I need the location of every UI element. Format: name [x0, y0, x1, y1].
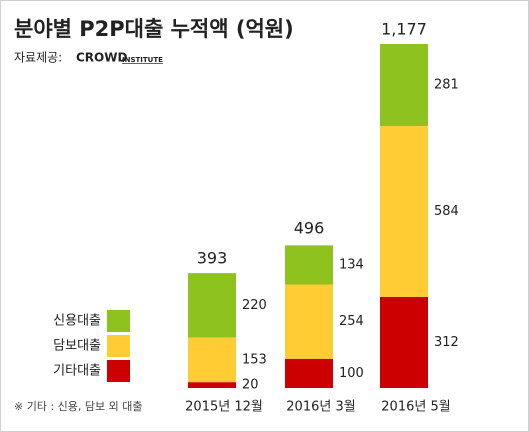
source-brand-sub: INSTITUTE [122, 56, 163, 64]
legend-swatch [107, 360, 130, 382]
legend-swatch [107, 310, 130, 332]
value-label: 312 [434, 335, 459, 350]
value-label: 584 [434, 204, 459, 219]
x-tick-label: 2016년 5월 [381, 400, 450, 415]
legend-label: 신용대출 [53, 314, 101, 329]
total-label: 1,177 [381, 20, 427, 39]
total-label: 496 [294, 219, 325, 238]
value-label: 220 [242, 298, 267, 313]
value-label: 153 [242, 352, 267, 367]
legend-label: 기타대출 [53, 364, 101, 379]
footnote: ※ 기타 : 신용, 담보 외 대출 [14, 400, 142, 413]
x-tick-label: 2016년 3월 [286, 400, 355, 415]
value-label: 281 [434, 78, 459, 93]
value-label: 100 [339, 366, 364, 381]
bar-segment [380, 44, 428, 127]
value-label: 254 [339, 314, 364, 329]
bar-segment [188, 337, 236, 383]
bar-segment [380, 296, 428, 388]
x-tick-label: 2015년 12월 [185, 400, 263, 415]
value-label: 20 [242, 378, 259, 393]
bar-segment [285, 284, 333, 359]
bar-segment [380, 126, 428, 297]
source-brand: CROWD [76, 51, 127, 65]
value-label: 134 [339, 257, 364, 272]
total-label: 393 [197, 249, 228, 268]
bar-segment [188, 382, 236, 388]
bar-segment [188, 273, 236, 338]
legend-swatch [107, 335, 130, 357]
legend-label: 담보대출 [53, 339, 101, 354]
chart-title: 분야별 P2P대출 누적액 (억원) [14, 17, 294, 41]
bar-segment [285, 245, 333, 285]
source-prefix: 자료제공: [14, 51, 62, 65]
bar-segment [285, 358, 333, 388]
